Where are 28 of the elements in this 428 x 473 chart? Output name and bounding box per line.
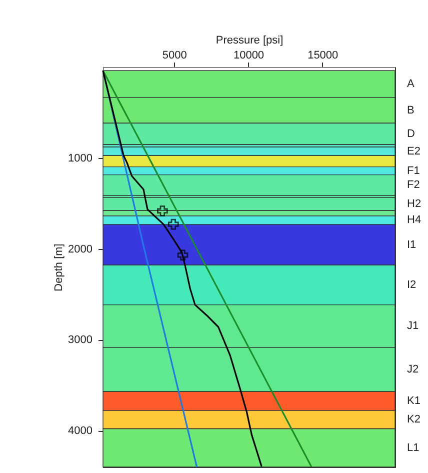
x-tick-label: 5000 bbox=[162, 50, 187, 62]
band-label: E2 bbox=[407, 145, 420, 158]
band-label: K2 bbox=[407, 414, 420, 426]
line-series bbox=[102, 70, 262, 468]
y-tick-label: 4000 bbox=[68, 425, 92, 438]
band-label: A bbox=[407, 78, 415, 90]
band-label: H2 bbox=[407, 198, 422, 210]
band-label: D bbox=[407, 128, 415, 140]
band-label: F1 bbox=[407, 164, 420, 177]
band-label: H4 bbox=[407, 214, 422, 226]
y-tick-label: 2000 bbox=[68, 243, 92, 256]
point bbox=[168, 218, 179, 230]
point bbox=[156, 205, 168, 216]
band-label: F2 bbox=[407, 179, 420, 192]
band-label: J1 bbox=[407, 320, 419, 332]
band-label: J2 bbox=[407, 364, 419, 376]
x-tick-label: 10000 bbox=[233, 50, 264, 62]
x-tick-label: 15000 bbox=[308, 50, 338, 62]
y-tick-label: 1000 bbox=[68, 152, 92, 164]
band-label: K1 bbox=[407, 395, 420, 408]
band-label: L1 bbox=[407, 442, 420, 454]
band-label: I2 bbox=[407, 278, 416, 291]
y-axis-title: Depth [m] bbox=[53, 244, 66, 292]
band-label: I1 bbox=[407, 238, 416, 251]
point bbox=[177, 250, 188, 261]
band-label: B bbox=[407, 104, 414, 116]
x-axis-title: Pressure [psi] bbox=[216, 34, 284, 46]
y-tick-label: 3000 bbox=[68, 334, 92, 346]
